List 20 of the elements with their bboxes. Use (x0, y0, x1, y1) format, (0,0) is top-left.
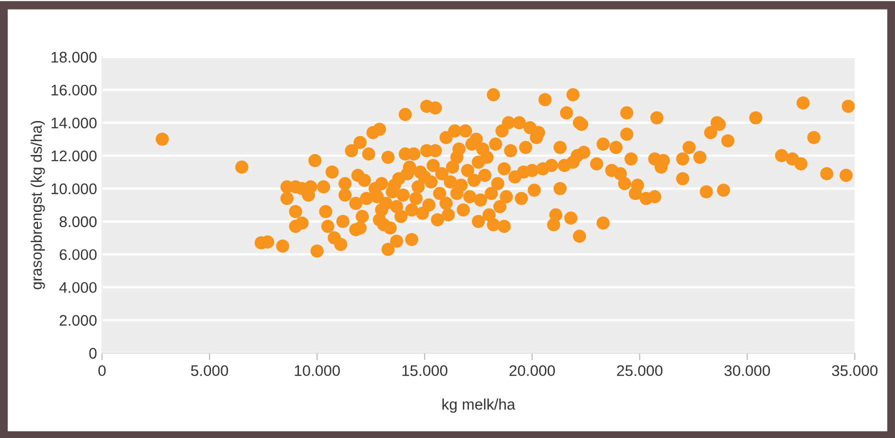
y-tick-label: 14.000 (52, 118, 97, 128)
y-tick-label: 0 (89, 348, 97, 359)
x-tick-label: 5.000 (191, 365, 228, 376)
x-tick-label: 35.000 (832, 365, 878, 376)
x-tick-label: 20.000 (510, 365, 555, 376)
y-tick-label: 10.000 (52, 183, 97, 194)
x-tick-label: 15.000 (402, 365, 448, 376)
y-tick-label: 4.000 (59, 282, 97, 293)
y-tick-label: 2.000 (60, 314, 97, 326)
x-tick-label: 0 (98, 365, 106, 376)
y-tick-label: 12.000 (52, 150, 97, 162)
y-axis-title: grasopbrengst (kg ds/ha) (30, 121, 45, 290)
x-tick-label: 25.000 (617, 365, 662, 376)
y-tick-label: 6.000 (60, 249, 97, 260)
x-tick-label: 10.000 (294, 365, 340, 376)
x-tick-label: 30.000 (724, 365, 770, 376)
y-tick-label: 8.000 (60, 216, 97, 228)
y-tick-label: 16.000 (52, 84, 97, 96)
x-axis-title: kg melk/ha (442, 398, 516, 413)
y-tick-label: 18.000 (52, 52, 97, 63)
